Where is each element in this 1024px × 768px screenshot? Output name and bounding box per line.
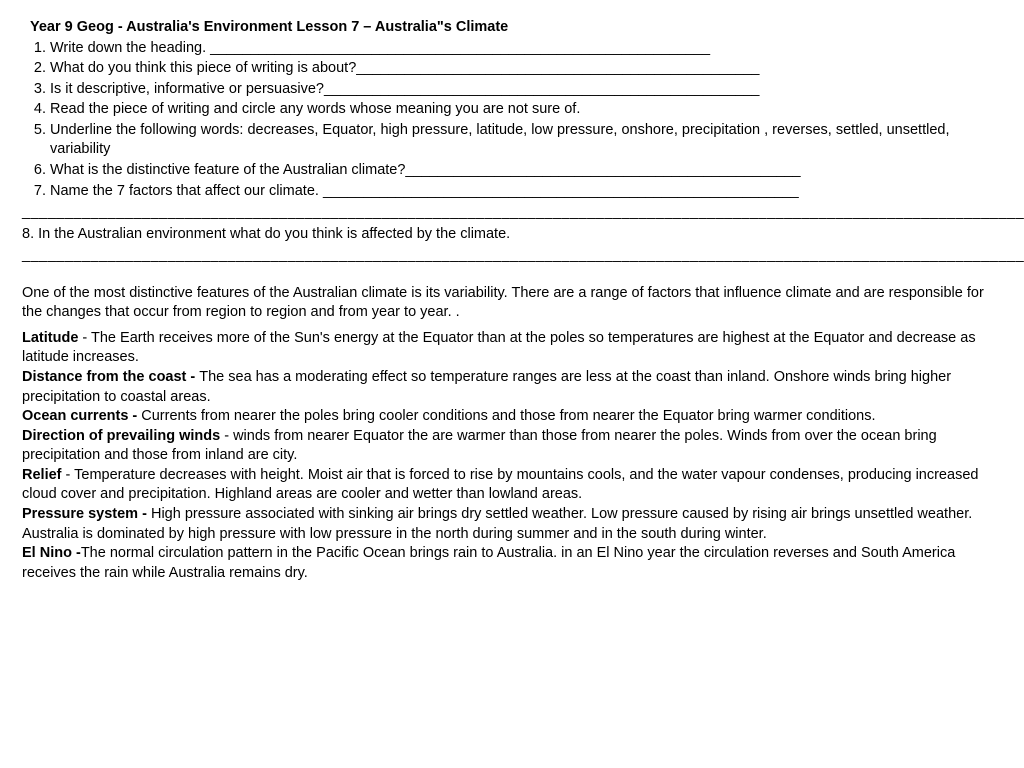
- question-list: Write down the heading. ________________…: [22, 39, 1002, 202]
- factor-winds-label: Direction of prevailing winds: [22, 428, 220, 444]
- intro-paragraph: One of the most distinctive features of …: [22, 284, 1002, 323]
- factor-ocean-text: Currents from nearer the poles bring coo…: [141, 408, 875, 424]
- question-8: 8. In the Australian environment what do…: [22, 225, 1002, 245]
- factor-latitude: Latitude - The Earth receives more of th…: [22, 329, 1002, 368]
- factor-pressure: Pressure system - High pressure associat…: [22, 505, 1002, 544]
- question-4: Read the piece of writing and circle any…: [50, 100, 1002, 120]
- factor-pressure-text: High pressure associated with sinking ai…: [22, 506, 972, 542]
- question-2: What do you think this piece of writing …: [50, 59, 1002, 79]
- factor-relief-text: - Temperature decreases with height. Moi…: [22, 467, 978, 503]
- factor-relief-label: Relief: [22, 467, 62, 483]
- factor-distance-label: Distance from the coast -: [22, 369, 199, 385]
- factor-latitude-text: - The Earth receives more of the Sun's e…: [22, 330, 976, 366]
- blank-lines-1: ________________________________________…: [22, 203, 1002, 223]
- factor-distance: Distance from the coast - The sea has a …: [22, 368, 1002, 407]
- factor-relief: Relief - Temperature decreases with heig…: [22, 466, 1002, 505]
- factor-elnino-text: The normal circulation pattern in the Pa…: [22, 545, 955, 581]
- blank-lines-2: ________________________________________…: [22, 246, 1002, 266]
- factor-winds: Direction of prevailing winds - winds fr…: [22, 427, 1002, 466]
- factor-pressure-label: Pressure system -: [22, 506, 151, 522]
- question-5: Underline the following words: decreases…: [50, 121, 1002, 160]
- question-3: Is it descriptive, informative or persua…: [50, 80, 1002, 100]
- question-7: Name the 7 factors that affect our clima…: [50, 182, 1002, 202]
- question-1: Write down the heading. ________________…: [50, 39, 1002, 59]
- factor-elnino-label: El Nino -: [22, 545, 81, 561]
- factor-ocean: Ocean currents - Currents from nearer th…: [22, 407, 1002, 427]
- factor-ocean-label: Ocean currents -: [22, 408, 141, 424]
- question-6: What is the distinctive feature of the A…: [50, 161, 1002, 181]
- worksheet-title: Year 9 Geog - Australia's Environment Le…: [30, 18, 1002, 38]
- factor-latitude-label: Latitude: [22, 330, 78, 346]
- factor-elnino: El Nino -The normal circulation pattern …: [22, 544, 1002, 583]
